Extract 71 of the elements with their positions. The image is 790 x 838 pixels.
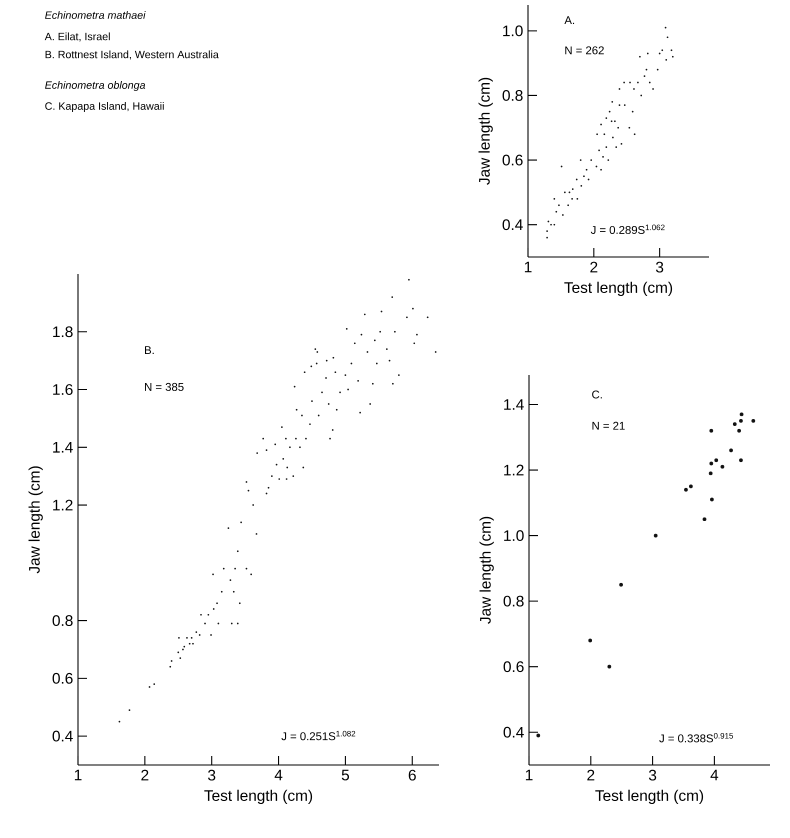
- text: Echinometra mathaei: [45, 11, 146, 19]
- annotation: J = 0.251S$^{1.082}$: [281, 730, 356, 740]
- point: [588, 638, 592, 642]
- y-tick-label: 0.4: [502, 219, 523, 230]
- y-tick-label: 1.0: [504, 530, 524, 542]
- x-tick-label: 1: [526, 770, 533, 780]
- y-tick-label: 0.6: [52, 672, 73, 684]
- point: [607, 664, 612, 669]
- point: [714, 458, 718, 462]
- point: [709, 462, 714, 466]
- point: [740, 412, 744, 416]
- y-axis-title: Jaw length (cm): [478, 78, 493, 185]
- y-tick-label: 1.4: [504, 399, 524, 410]
- point: [737, 428, 741, 433]
- x-tick-label: 3: [648, 770, 656, 781]
- x-tick-label: 1: [524, 262, 532, 272]
- point: [751, 419, 756, 423]
- x-axis-title: Test length (cm): [564, 282, 672, 296]
- y-tick-label: 1.8: [53, 326, 73, 338]
- point: [729, 448, 733, 452]
- point: [702, 517, 706, 522]
- y-tick-label: 1.6: [53, 384, 73, 395]
- x-tick-label: 5: [342, 770, 350, 780]
- y-tick-label: 0.4: [52, 730, 73, 742]
- y-axis-title: Jaw length (cm): [28, 466, 43, 574]
- y-tick-label: 0.8: [504, 596, 524, 607]
- point: [689, 484, 693, 488]
- y-tick-label: 0.8: [52, 615, 73, 626]
- point: [708, 471, 713, 476]
- y-tick-label: 0.6: [504, 661, 524, 672]
- x-tick-label: 4: [710, 770, 718, 780]
- point: [536, 734, 540, 738]
- point: [739, 419, 743, 423]
- y-tick-label: 0.8: [502, 90, 523, 101]
- annotation: N = 385: [145, 382, 184, 391]
- point: [619, 582, 623, 587]
- point: [739, 458, 743, 462]
- annotation: J = 0.289S$^{1.062}$: [590, 224, 665, 234]
- x-tick-label: 2: [590, 262, 598, 272]
- x-tick-label: 6: [408, 770, 416, 781]
- point: [720, 464, 724, 469]
- text: B.: [145, 346, 154, 354]
- point: [709, 428, 714, 433]
- y-tick-label: 0.6: [502, 154, 523, 166]
- point: [732, 422, 737, 426]
- y-tick-label: 1.2: [53, 500, 73, 510]
- x-tick-label: 1: [74, 770, 82, 780]
- annotation: N = 21: [592, 422, 625, 430]
- point: [710, 498, 714, 502]
- text: C.: [592, 390, 602, 398]
- text: Echinometra oblonga: [45, 81, 146, 91]
- text: A. Eilat, Israel: [44, 32, 110, 42]
- y-tick-label: 1.0: [503, 25, 523, 36]
- y-tick-label: 0.4: [504, 726, 524, 738]
- text: A.: [564, 16, 574, 24]
- text: C. Kapapa Island, Hawaii: [45, 102, 164, 112]
- x-axis-title: Test length (cm): [595, 790, 704, 804]
- y-tick-label: 1.2: [504, 464, 524, 476]
- x-tick-label: 2: [587, 770, 594, 780]
- x-tick-label: 3: [208, 770, 216, 781]
- annotation: J = 0.338S$^{0.915}$: [659, 732, 734, 742]
- text: B. Rottnest Island, Western Australia: [46, 50, 219, 60]
- x-axis-title: Test length (cm): [204, 790, 312, 804]
- x-tick-label: 2: [141, 770, 148, 780]
- point: [654, 534, 658, 538]
- annotation: N = 262: [565, 46, 604, 54]
- y-axis-title: Jaw length (cm): [480, 516, 494, 624]
- y-tick-label: 1.4: [53, 442, 73, 453]
- x-tick-label: 4: [274, 770, 282, 780]
- x-tick-label: 3: [656, 262, 664, 273]
- point: [684, 488, 688, 492]
